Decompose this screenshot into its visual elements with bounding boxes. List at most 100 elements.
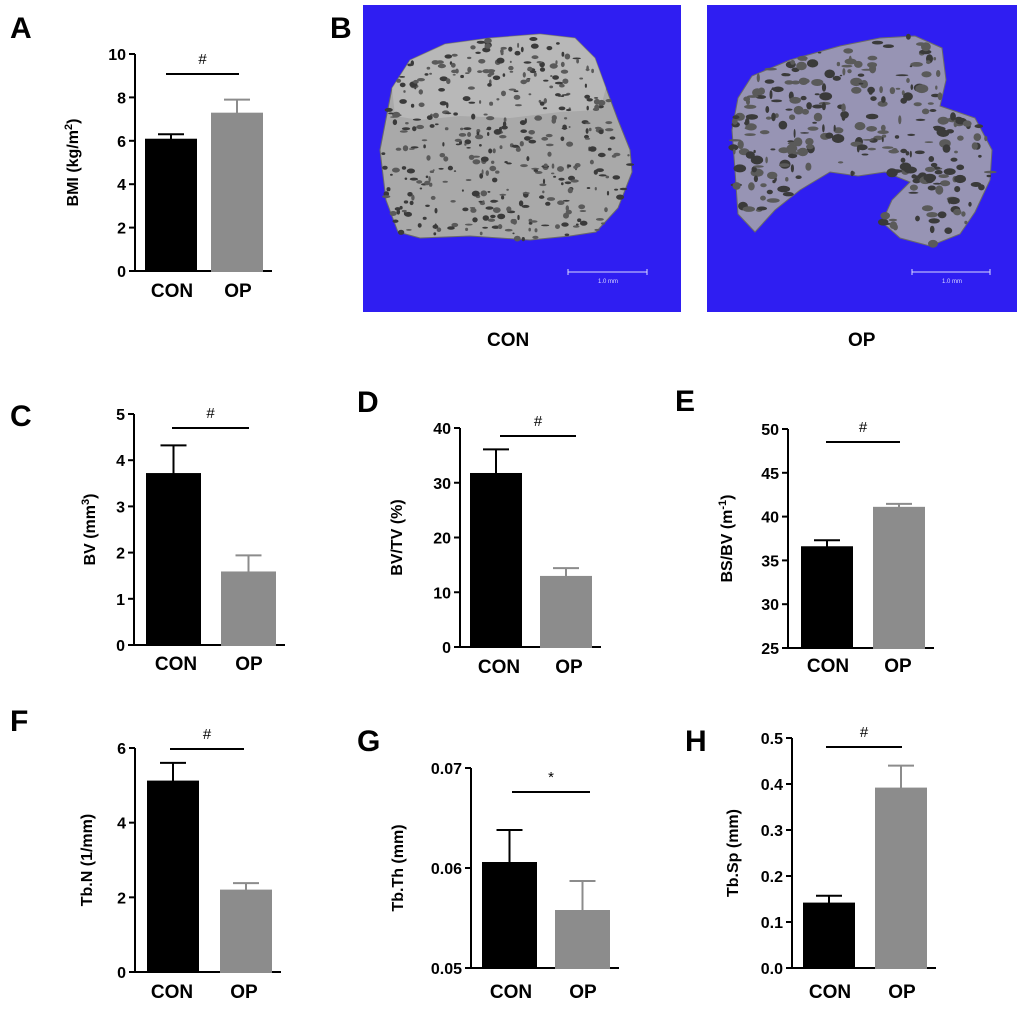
bone-pore [533,169,538,172]
bone-pore [476,40,486,44]
microct-image-con: 1.0 mm [363,5,681,312]
bone-pore [524,136,531,141]
bone-pore [562,78,569,84]
bone-pore [543,163,548,168]
bone-pore [506,188,509,191]
bone-pore [882,44,895,48]
bone-pore [558,177,565,181]
bone-pore [791,80,800,85]
bone-pore [742,206,755,212]
bone-pore [467,132,472,137]
bone-pore [559,83,565,88]
bone-pore [547,151,552,157]
bone-pore [403,90,406,93]
bone-pore [477,70,483,73]
bone-pore [568,126,571,128]
bone-pore [553,175,557,178]
y-axis-label-close: ) [82,494,99,499]
bone-pore [862,139,874,141]
bar-op [540,575,592,648]
bone-pore [766,198,780,203]
bone-pore [605,121,613,125]
bone-pore [940,180,951,187]
panel-letter-h: H [685,725,707,758]
bone-pore [426,115,433,120]
bone-pore [944,227,953,234]
bone-pore [778,147,790,154]
bone-pore [434,207,438,214]
bone-pore [955,116,963,122]
chart-d: D 0 10 20 30 40 BV/TV (%) CON OP # [357,386,601,678]
bone-pore [833,127,844,134]
significance-marker: # [198,51,207,68]
bone-pore [560,61,565,68]
bone-pore [526,156,530,162]
bone-pore [451,69,458,74]
bone-pore [470,45,476,50]
bone-pore [841,64,853,68]
bone-pore [487,218,496,222]
y-tick-label: 4 [117,816,126,833]
bone-pore [519,120,527,126]
bone-pore [929,225,935,234]
y-axis-label-text: Tb.N (1/mm) [79,814,96,906]
bone-pore [534,115,543,121]
significance-marker: * [548,769,554,786]
bone-pore [546,197,556,201]
bone-pore [585,128,589,134]
significance-marker: # [534,413,543,430]
chart-f: F 0 2 4 6 Tb.N (1/mm) CON OP # [10,705,281,1003]
bone-pore [950,112,956,121]
bone-pore [807,59,819,68]
bone-pore [439,76,448,82]
bone-pore [619,187,628,191]
bone-pore [879,86,883,94]
bone-pore [753,165,764,168]
bone-pore [759,130,770,135]
bone-pore [927,102,934,105]
bone-pore [760,195,766,201]
bone-pore [426,155,431,161]
bone-pore [760,183,767,188]
bone-pore [423,144,426,149]
category-label-op: OP [555,657,583,678]
bone-pore [756,73,760,83]
bone-pore [395,147,402,151]
bar-con [470,472,522,648]
y-tick-label: 10 [433,585,451,602]
bone-pore [452,74,456,76]
bone-pore [560,69,569,74]
bone-pore [929,109,937,112]
bone-pore [788,153,798,159]
bone-pore [396,78,402,83]
bone-pore [413,79,419,84]
bone-pore [586,98,593,102]
bone-pore [793,128,796,138]
bone-pore [588,127,592,132]
bone-pore [555,60,558,65]
bone-pore [428,176,431,183]
bone-pore [424,180,431,186]
bone-pore [399,130,408,133]
y-tick-label: 0.0 [761,961,783,978]
bone-pore [541,224,550,227]
bone-pore [501,125,508,130]
bone-pore [442,180,448,183]
bone-pore [795,175,802,179]
bone-pore [926,60,931,65]
bone-pore [578,204,586,210]
bar-op [220,889,272,974]
bone-pore [938,174,949,179]
category-label-op: OP [888,982,916,1003]
y-tick-label: 0.5 [761,731,783,748]
significance-marker: # [860,724,869,741]
bone-pore [605,175,610,179]
bone-pore [466,147,471,149]
bone-pore [585,122,591,125]
y-tick-label: 40 [433,421,451,438]
bone-pore [777,185,791,193]
chart-g: G 0.05 0.06 0.07 Tb.Th (mm) CON OP * [357,725,619,1003]
bone-pore [765,106,770,113]
bone-pore [733,164,747,173]
